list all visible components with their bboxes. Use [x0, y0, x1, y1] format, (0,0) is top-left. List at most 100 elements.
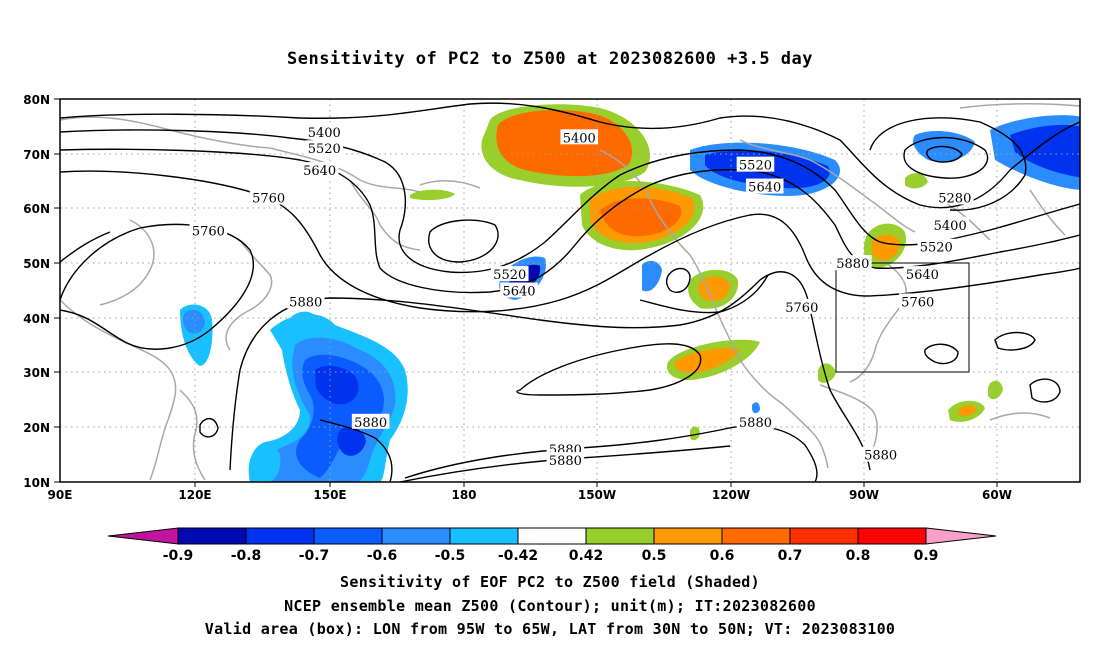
colorbar-label: 0.42 — [569, 548, 604, 564]
contour-label-bg — [189, 222, 228, 238]
lat-tick-label: 10N — [23, 476, 50, 490]
contour-line — [1029, 378, 1061, 403]
colorbar-swatch — [313, 527, 383, 545]
lat-lon-grid — [60, 99, 1080, 482]
lat-ticks — [54, 98, 60, 483]
colorbar-swatch — [585, 527, 655, 545]
contour-line — [199, 417, 219, 438]
colorbar-swatch — [449, 527, 519, 545]
contour-label: 5760 — [192, 224, 225, 239]
negative-sensitivity-region — [290, 311, 320, 332]
contour-label: 5640 — [906, 268, 939, 283]
contour-line — [924, 343, 959, 365]
contour-label: 5520 — [739, 159, 772, 174]
lon-tick-label: 60W — [982, 488, 1012, 502]
lat-tick-label: 50N — [23, 257, 50, 271]
negative-sensitivity-region — [1010, 124, 1080, 178]
negative-sensitivity-region — [315, 365, 359, 405]
contour-label: 5520 — [920, 241, 953, 256]
lon-tick-label: 180 — [451, 488, 476, 502]
contour-label: 5880 — [836, 257, 869, 272]
colorbar-swatch — [517, 527, 587, 545]
coastlines — [60, 103, 1080, 481]
caption-valid-area: Valid area (box): LON from 95W to 65W, L… — [204, 620, 896, 638]
contour-label: 5400 — [563, 131, 596, 146]
contour-label-bg — [300, 162, 339, 178]
lon-tick-label: 90E — [48, 488, 73, 502]
positive-sensitivity-region — [690, 426, 700, 441]
contour-label-bg — [936, 189, 974, 205]
lat-tick-label: 40N — [23, 312, 50, 326]
colorbar-swatch — [789, 527, 859, 545]
lon-tick-label: 120W — [712, 488, 750, 502]
contour-label-bg — [898, 293, 937, 309]
contour-line — [60, 223, 255, 350]
contour-line — [229, 271, 871, 471]
positive-sensitivity-region — [674, 348, 740, 373]
colorbar-swatch — [177, 527, 247, 545]
colorbar-high-extension — [925, 527, 997, 545]
contour-line — [60, 170, 1080, 313]
contour-label-bg — [917, 238, 956, 254]
contour-label-bg — [351, 413, 390, 429]
colorbar-label: -0.5 — [435, 548, 466, 564]
lon-ticks — [194, 482, 998, 487]
contour-line — [60, 231, 111, 263]
colorbar-label: -0.8 — [231, 548, 262, 564]
contour-label-bg — [783, 298, 821, 314]
caption-shaded: Sensitivity of EOF PC2 to Z500 field (Sh… — [340, 573, 760, 591]
colorbar-label: -0.9 — [163, 548, 194, 564]
contour-label-bg — [931, 216, 969, 232]
colorbar-swatch — [245, 527, 315, 545]
lon-tick-label: 120E — [178, 488, 211, 502]
contour-label: 5400 — [308, 126, 341, 141]
positive-sensitivity-region — [698, 276, 730, 302]
lat-tick-label: 30N — [23, 366, 50, 380]
positive-sensitivity-region — [988, 380, 1003, 400]
lon-axis: 90E 120E 150E 180 150W 120W 90W 60W — [48, 488, 1012, 502]
colorbar-label: -0.42 — [498, 548, 538, 564]
lat-tick-label: 20N — [23, 421, 50, 435]
contour-line — [903, 136, 989, 179]
contour-line — [319, 419, 393, 482]
contour-label-bg — [500, 282, 538, 298]
contour-label-bg — [249, 189, 288, 205]
colorbar-label: 0.5 — [642, 548, 667, 564]
lon-tick-label: 150W — [578, 488, 616, 502]
colorbar-swatch — [857, 527, 927, 545]
contour-label: 5520 — [308, 142, 341, 157]
contour-line — [994, 331, 1036, 351]
lat-axis: 80N 70N 60N 50N 40N 30N 20N 10N — [23, 93, 50, 490]
positive-sensitivity-region — [410, 189, 455, 201]
contour-label-bg — [286, 293, 325, 309]
lon-tick-label: 150E — [313, 488, 346, 502]
contour-label: 5880 — [289, 295, 322, 310]
contour-label: 5280 — [938, 191, 971, 206]
contour-label-bg — [305, 123, 344, 139]
contour-line — [869, 117, 1027, 211]
contour-label: 5640 — [502, 285, 535, 300]
map-title: Sensitivity of PC2 to Z500 at 2023082600… — [286, 49, 813, 69]
contour-labels: 5400552056405760576058805400552056405520… — [189, 123, 974, 469]
contour-label: 5880 — [739, 416, 772, 431]
map-area: 5400552056405760576058805400552056405520… — [60, 99, 1080, 482]
contour-label-bg — [560, 129, 599, 145]
contour-label-bg — [903, 266, 942, 282]
contour-line — [60, 148, 1080, 294]
colorbar-label: 0.7 — [778, 548, 803, 564]
positive-sensitivity-region — [818, 363, 836, 383]
contour-label-bg — [736, 156, 775, 172]
contour-label: 5760 — [785, 301, 818, 316]
colorbar-label: 0.9 — [914, 548, 939, 564]
contour-label-bg — [305, 140, 344, 156]
negative-sensitivity-region — [255, 443, 281, 482]
contour-label-bg — [490, 266, 529, 282]
negative-sensitivity-region — [337, 427, 366, 456]
lat-tick-label: 60N — [23, 202, 50, 216]
contour-line — [428, 219, 499, 263]
positive-sensitivity-region — [958, 405, 977, 417]
contour-label-bg — [834, 255, 872, 271]
colorbar-swatch — [721, 527, 791, 545]
colorbar-label: -0.7 — [299, 548, 330, 564]
contour-label: 5880 — [549, 454, 582, 469]
